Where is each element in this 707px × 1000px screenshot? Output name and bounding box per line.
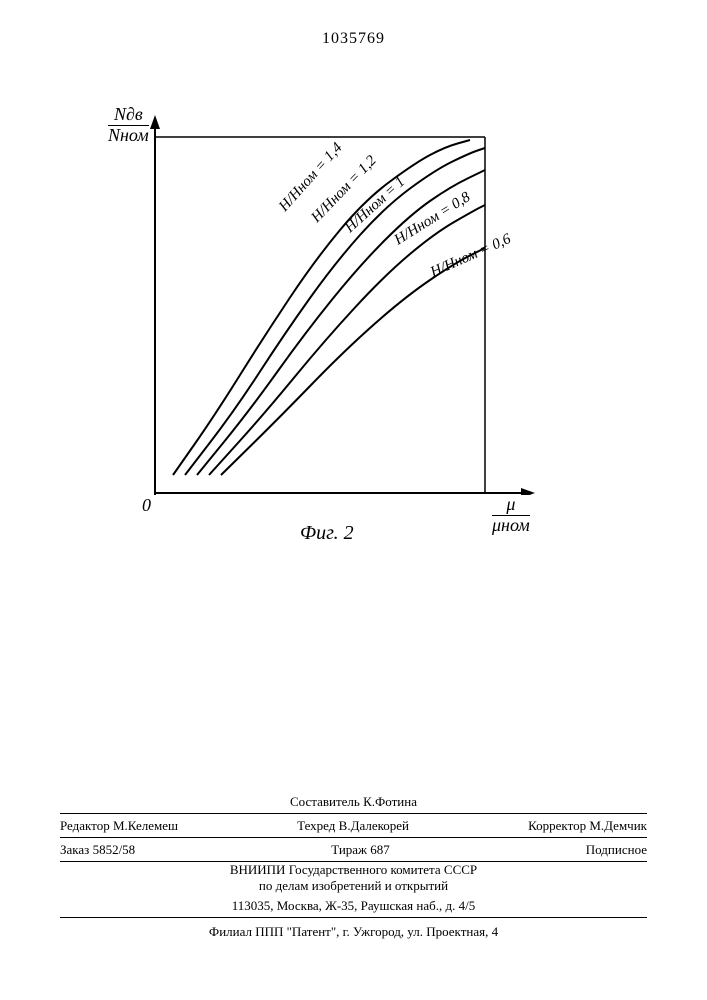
order-label: Заказ <box>60 842 89 857</box>
editor-row: Редактор М.Келемеш Техред В.Далекорей Ко… <box>60 814 647 838</box>
print-run: 687 <box>370 842 390 857</box>
address-line: 113035, Москва, Ж-35, Раушская наб., д. … <box>60 894 647 918</box>
corrector-name: М.Демчик <box>589 818 647 833</box>
x-axis-numerator: μ <box>492 495 530 516</box>
x-axis-label: μ μном <box>492 495 530 535</box>
document-number: 1035769 <box>0 30 707 48</box>
x-axis-denominator: μном <box>492 515 530 535</box>
order-row: Заказ 5852/58 Тираж 687 Подписное <box>60 838 647 862</box>
tech-name: В.Далекорей <box>339 818 409 833</box>
order-no: 5852/58 <box>93 842 136 857</box>
chart: H/Hном = 1,4H/Hном = 1,2H/Hном = 1H/Hном… <box>135 115 535 495</box>
org-line-2: по делам изобретений и открытий <box>60 878 647 894</box>
tech-label: Техред <box>297 818 335 833</box>
origin-label: 0 <box>142 495 151 516</box>
compiler-row: Составитель К.Фотина <box>60 790 647 814</box>
branch-line: Филиал ППП "Патент", г. Ужгород, ул. Про… <box>60 918 647 940</box>
subscription: Подписное <box>586 842 647 858</box>
curve-label: H/Hном = 0,6 <box>427 231 514 281</box>
footer-block: Составитель К.Фотина Редактор М.Келемеш … <box>60 790 647 940</box>
org-line-1: ВНИИПИ Государственного комитета СССР <box>60 862 647 878</box>
compiler-label: Составитель <box>290 794 360 809</box>
compiler-name: К.Фотина <box>363 794 417 809</box>
editor-name: М.Келемеш <box>113 818 178 833</box>
print-run-label: Тираж <box>331 842 367 857</box>
figure-caption: Фиг. 2 <box>300 522 354 545</box>
editor-label: Редактор <box>60 818 110 833</box>
corrector-label: Корректор <box>528 818 586 833</box>
